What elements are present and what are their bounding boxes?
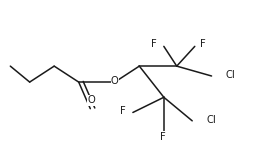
Text: F: F (120, 106, 125, 116)
Text: O: O (88, 95, 95, 105)
Text: F: F (200, 39, 205, 49)
Text: Cl: Cl (226, 70, 236, 80)
Text: F: F (160, 132, 165, 142)
Text: F: F (151, 39, 156, 49)
Text: O: O (111, 76, 119, 86)
Text: Cl: Cl (206, 115, 216, 125)
